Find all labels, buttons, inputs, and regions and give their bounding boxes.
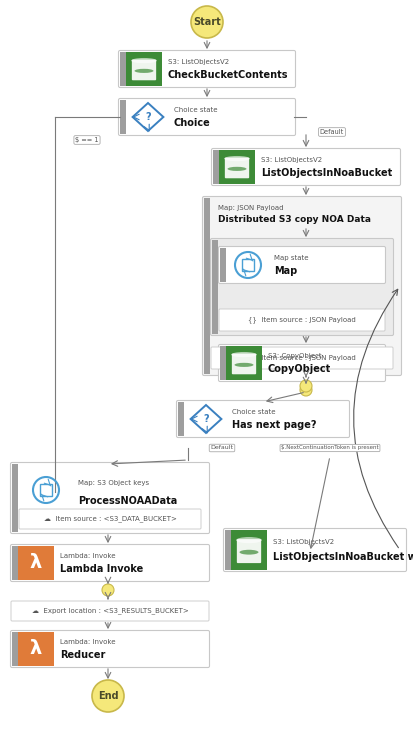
- Text: Map: JSON Payload: Map: JSON Payload: [218, 205, 283, 211]
- Bar: [40, 484, 52, 496]
- Bar: [18, 546, 54, 580]
- Text: ?: ?: [203, 414, 208, 424]
- Circle shape: [92, 680, 124, 712]
- Text: S3: ListObjectsV2: S3: ListObjectsV2: [260, 157, 321, 163]
- FancyBboxPatch shape: [118, 99, 295, 136]
- Text: ProcessNOAAData: ProcessNOAAData: [78, 497, 177, 506]
- Ellipse shape: [227, 167, 246, 171]
- Ellipse shape: [234, 363, 253, 367]
- Text: ListObjectsInNoaBucket with pagination: ListObjectsInNoaBucket with pagination: [272, 552, 413, 562]
- Text: {}  Item source : JSON Payload: {} Item source : JSON Payload: [247, 317, 355, 324]
- Bar: [12, 632, 18, 666]
- Bar: [219, 248, 225, 282]
- Text: CheckBucketContents: CheckBucketContents: [168, 70, 288, 80]
- Bar: [230, 530, 266, 570]
- Text: Map state: Map state: [273, 255, 308, 261]
- Text: Map: S3 Object keys: Map: S3 Object keys: [78, 480, 149, 486]
- Bar: [120, 52, 126, 86]
- FancyBboxPatch shape: [19, 509, 201, 529]
- Bar: [178, 402, 183, 436]
- Bar: [211, 240, 218, 334]
- Circle shape: [299, 380, 311, 392]
- Text: CopyObject: CopyObject: [267, 364, 330, 374]
- Ellipse shape: [223, 156, 249, 161]
- Bar: [218, 150, 254, 184]
- FancyBboxPatch shape: [236, 539, 261, 563]
- Text: Choice: Choice: [173, 118, 210, 128]
- Text: Default: Default: [210, 446, 233, 450]
- Text: ?: ?: [145, 112, 150, 122]
- Ellipse shape: [239, 550, 258, 554]
- Text: ☁  Item source : <S3_DATA_BUCKET>: ☁ Item source : <S3_DATA_BUCKET>: [43, 515, 176, 522]
- FancyBboxPatch shape: [218, 246, 385, 284]
- Bar: [204, 198, 209, 374]
- Ellipse shape: [230, 352, 256, 357]
- FancyBboxPatch shape: [118, 50, 295, 88]
- FancyBboxPatch shape: [210, 238, 392, 336]
- Text: λ: λ: [30, 640, 42, 658]
- Text: S3: CopyObject: S3: CopyObject: [267, 354, 321, 360]
- Circle shape: [190, 6, 223, 38]
- FancyBboxPatch shape: [131, 60, 156, 80]
- Text: λ: λ: [30, 554, 42, 572]
- Ellipse shape: [131, 58, 157, 63]
- Bar: [126, 52, 161, 86]
- Circle shape: [102, 584, 114, 596]
- Bar: [212, 150, 218, 184]
- Bar: [242, 259, 254, 271]
- Text: $.NextContinuationToken is present: $.NextContinuationToken is present: [280, 446, 378, 450]
- Text: Map: Map: [273, 266, 297, 276]
- FancyBboxPatch shape: [10, 545, 209, 581]
- Text: Lambda Invoke: Lambda Invoke: [60, 564, 143, 574]
- Text: Reducer: Reducer: [60, 650, 105, 660]
- FancyBboxPatch shape: [218, 345, 385, 381]
- Text: ListObjectsInNoaBucket: ListObjectsInNoaBucket: [260, 168, 391, 178]
- Text: S3: ListObjectsV2: S3: ListObjectsV2: [168, 59, 228, 65]
- Bar: [225, 346, 261, 380]
- FancyBboxPatch shape: [202, 196, 401, 375]
- Text: Lambda: Invoke: Lambda: Invoke: [60, 639, 115, 645]
- FancyBboxPatch shape: [211, 347, 392, 369]
- FancyBboxPatch shape: [223, 529, 406, 571]
- Circle shape: [299, 384, 311, 396]
- Text: Has next page?: Has next page?: [231, 420, 316, 430]
- FancyBboxPatch shape: [176, 401, 349, 437]
- Text: Start: Start: [192, 17, 221, 27]
- FancyBboxPatch shape: [10, 631, 209, 667]
- Text: Choice state: Choice state: [231, 409, 275, 415]
- Text: ☁  Export location : <S3_RESULTS_BUCKET>: ☁ Export location : <S3_RESULTS_BUCKET>: [31, 607, 188, 614]
- Ellipse shape: [134, 69, 153, 73]
- Bar: [120, 100, 126, 134]
- FancyBboxPatch shape: [224, 157, 249, 178]
- Bar: [219, 346, 225, 380]
- FancyBboxPatch shape: [211, 148, 399, 186]
- Bar: [224, 530, 230, 570]
- Text: S3: ListObjectsV2: S3: ListObjectsV2: [272, 539, 333, 545]
- Text: {}  Item source : JSON Payload: {} Item source : JSON Payload: [247, 354, 355, 361]
- Bar: [12, 546, 18, 580]
- Text: End: End: [97, 691, 118, 701]
- FancyBboxPatch shape: [10, 462, 209, 533]
- Bar: [18, 632, 54, 666]
- Text: $ == 1: $ == 1: [75, 137, 99, 143]
- Text: Lambda: Invoke: Lambda: Invoke: [60, 554, 115, 560]
- FancyBboxPatch shape: [231, 354, 256, 374]
- Bar: [12, 464, 18, 532]
- Text: Default: Default: [319, 129, 343, 135]
- Ellipse shape: [235, 537, 261, 543]
- Text: Distributed S3 copy NOA Data: Distributed S3 copy NOA Data: [218, 216, 370, 225]
- FancyBboxPatch shape: [218, 309, 384, 331]
- Text: Choice state: Choice state: [173, 107, 217, 113]
- FancyBboxPatch shape: [11, 601, 209, 621]
